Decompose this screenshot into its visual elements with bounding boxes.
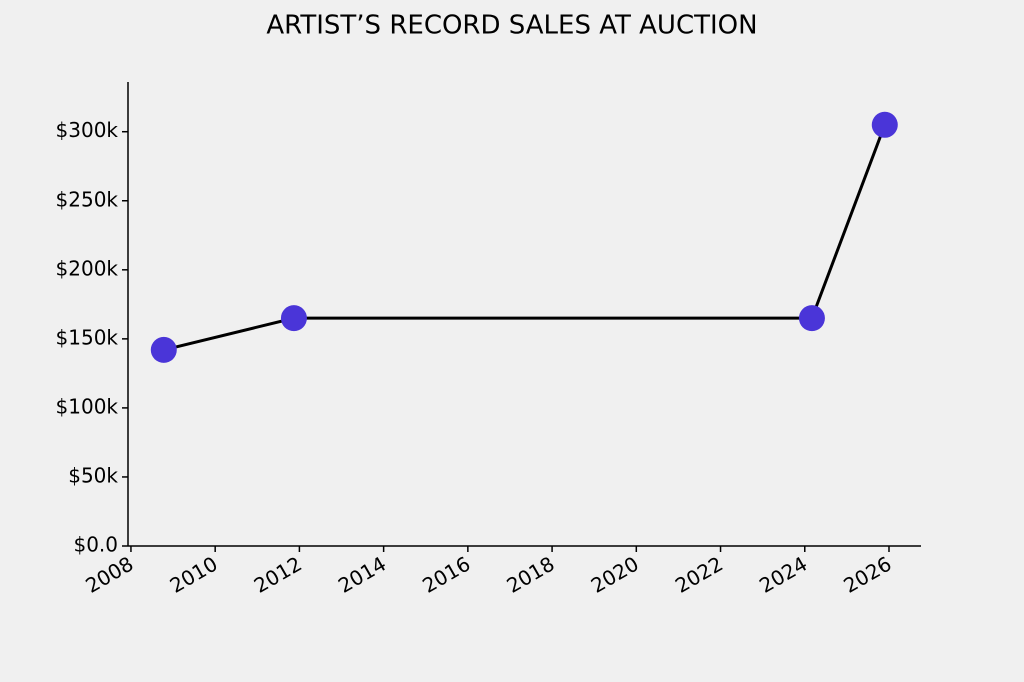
- y-tick-label: $200k: [56, 256, 119, 280]
- chart-title: ARTIST’S RECORD SALES AT AUCTION: [266, 11, 757, 41]
- y-tick-label: $50k: [68, 463, 118, 487]
- y-tick-label: $0.0: [73, 533, 118, 557]
- data-point: [798, 305, 825, 332]
- y-tick-label: $150k: [56, 325, 119, 349]
- y-tick-label: $300k: [56, 118, 119, 142]
- series-line: [163, 124, 887, 352]
- data-point: [150, 336, 177, 363]
- y-tick-label: $100k: [56, 394, 119, 418]
- data-point: [871, 111, 898, 138]
- y-tick-label: $250k: [56, 187, 119, 211]
- data-point: [280, 305, 307, 332]
